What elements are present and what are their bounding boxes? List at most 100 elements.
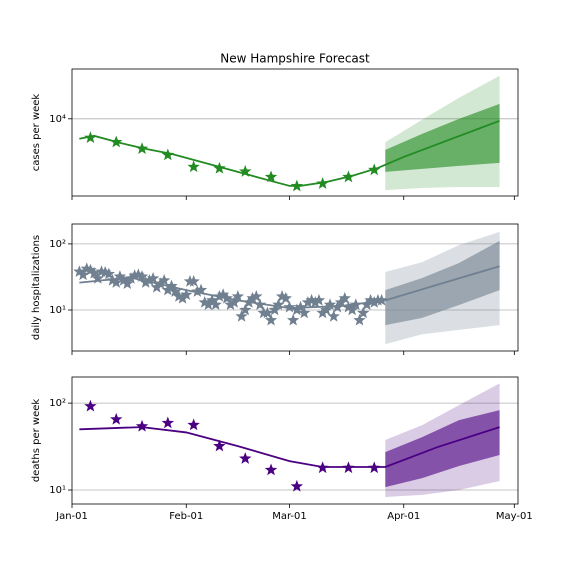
observed-point	[305, 293, 318, 306]
observed-point	[316, 306, 329, 319]
observed-point	[312, 293, 326, 306]
observed-point	[139, 276, 152, 288]
observed-point	[264, 313, 278, 326]
x-tick-label: Jan-01	[55, 511, 88, 522]
chart-title: New Hampshire Forecast	[220, 52, 370, 66]
observed-point	[309, 295, 322, 308]
median-line	[79, 119, 500, 187]
observed-point	[261, 306, 274, 319]
observed-point	[76, 268, 90, 281]
observed-point	[202, 298, 215, 311]
observed-point	[283, 300, 296, 313]
observed-point	[242, 295, 256, 308]
observed-point	[231, 290, 245, 302]
observed-point	[239, 452, 252, 464]
observed-point	[316, 177, 329, 189]
observed-point	[268, 303, 281, 316]
observed-point	[87, 266, 101, 279]
observed-point	[345, 303, 359, 316]
observed-point	[342, 300, 355, 313]
observed-point	[124, 271, 138, 284]
observed-point	[172, 290, 186, 302]
observed-point	[150, 280, 163, 293]
observed-point	[272, 298, 285, 311]
x-tick-label: Feb-01	[169, 511, 203, 522]
observed-point	[102, 267, 116, 280]
observed-point	[239, 303, 252, 316]
x-tick-label: Apr-01	[387, 511, 420, 522]
observed-point	[128, 269, 141, 281]
observed-point	[338, 291, 351, 304]
observed-point	[298, 306, 311, 319]
observed-point	[157, 273, 171, 286]
observed-point	[187, 418, 200, 431]
observed-point	[73, 265, 86, 277]
observed-point	[279, 291, 292, 304]
observed-point	[331, 300, 344, 313]
observed-point	[246, 291, 259, 304]
x-tick-label: May-01	[496, 511, 533, 522]
observed-point	[213, 161, 226, 174]
observed-point	[216, 288, 230, 301]
y-tick-label: 10²	[49, 398, 66, 409]
observed-point	[368, 461, 381, 474]
observed-point	[290, 179, 304, 192]
observed-point	[316, 461, 329, 474]
observed-point	[323, 298, 337, 311]
observed-point	[364, 293, 377, 306]
observed-point	[194, 283, 208, 296]
observed-point	[349, 298, 362, 311]
observed-point	[121, 277, 134, 289]
observed-point	[334, 295, 348, 308]
observed-point	[110, 276, 123, 288]
observed-point	[187, 275, 200, 287]
y-tick-label: 10²	[49, 239, 66, 250]
axes-frame	[71, 223, 519, 352]
observed-point	[205, 293, 219, 306]
observed-point	[143, 273, 156, 286]
observed-point	[165, 279, 178, 292]
observed-point	[146, 271, 160, 284]
observed-point	[253, 298, 267, 311]
observed-point	[161, 283, 175, 296]
observed-point	[198, 295, 211, 308]
observed-point	[84, 399, 97, 412]
observed-point	[360, 298, 374, 311]
forecast-band	[385, 103, 500, 172]
y-tick-label: 10⁴	[49, 114, 66, 125]
axes-frame	[71, 68, 519, 197]
observed-point	[110, 412, 123, 425]
observed-point	[132, 268, 145, 281]
observed-point	[264, 170, 278, 183]
observed-point	[91, 271, 104, 284]
observed-point	[135, 142, 149, 154]
observed-point	[191, 285, 204, 297]
y-tick-label: 10¹	[49, 485, 66, 496]
observed-point	[250, 290, 263, 302]
observed-point	[320, 303, 333, 316]
observed-point	[239, 165, 252, 177]
observed-point	[294, 300, 307, 313]
observed-point	[169, 285, 182, 297]
observed-point	[110, 135, 123, 148]
observed-point	[235, 309, 248, 322]
observed-point	[84, 263, 97, 276]
observed-point	[106, 273, 119, 286]
observed-point	[135, 270, 149, 282]
observed-point	[84, 131, 97, 144]
observed-point	[342, 461, 355, 474]
observed-point	[154, 277, 167, 289]
y-axis-label: cases per week	[31, 94, 42, 172]
observed-point	[327, 309, 340, 322]
observed-point	[228, 295, 241, 308]
observed-point	[113, 270, 127, 282]
observed-point	[180, 288, 193, 301]
observed-point	[353, 313, 366, 326]
observed-point	[98, 265, 112, 278]
observed-point	[290, 303, 304, 316]
observed-point	[286, 313, 300, 326]
forecast-band	[385, 410, 500, 488]
observed-point	[176, 291, 189, 304]
observed-point	[161, 416, 175, 429]
